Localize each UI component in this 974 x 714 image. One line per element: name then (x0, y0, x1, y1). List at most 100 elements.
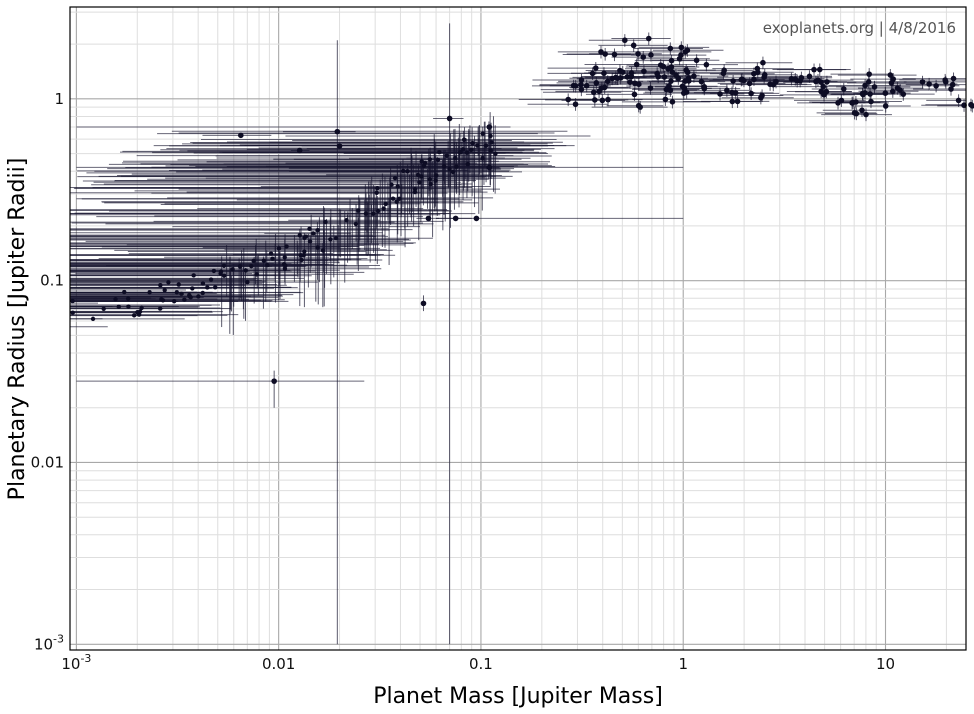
data-point (633, 61, 640, 68)
data-point (328, 237, 333, 242)
x-tick-label: 10-3 (61, 652, 91, 673)
data-point (691, 73, 697, 79)
data-point (882, 90, 889, 96)
error-bars-layer (70, 23, 973, 645)
data-point (434, 173, 439, 178)
data-point (419, 159, 424, 164)
data-point (126, 304, 131, 309)
data-point (446, 115, 453, 122)
data-point (746, 80, 753, 87)
data-point (882, 103, 889, 109)
data-point (578, 77, 585, 83)
data-point (622, 37, 628, 44)
data-point (70, 298, 75, 304)
data-point (486, 124, 493, 130)
data-point (645, 35, 652, 42)
data-point (176, 282, 181, 287)
data-point (243, 268, 249, 273)
data-point (90, 316, 96, 322)
data-point (488, 133, 493, 139)
data-point (859, 107, 865, 114)
data-point (460, 147, 466, 152)
y-axis-title: Planetary Radius [Jupiter Radii] (5, 158, 30, 501)
data-point (628, 73, 635, 80)
data-point (868, 98, 874, 105)
data-point (751, 76, 757, 83)
data-point (673, 72, 679, 79)
data-point (840, 86, 847, 92)
data-point (427, 177, 433, 182)
data-point (394, 199, 399, 204)
data-point (867, 91, 873, 97)
data-point (211, 268, 217, 274)
data-point (70, 310, 75, 315)
chart-credit: exoplanets.org | 4/8/2016 (763, 19, 956, 37)
y-tick-label: 0.1 (40, 272, 64, 290)
data-point (302, 249, 307, 254)
data-point (950, 75, 957, 82)
data-point (632, 80, 638, 87)
data-point (238, 132, 244, 139)
data-point (392, 175, 398, 181)
data-point (853, 99, 859, 105)
data-point (461, 137, 467, 142)
data-point (640, 54, 647, 60)
data-point (889, 88, 896, 95)
data-point (271, 378, 277, 384)
plot-frame (69, 6, 967, 651)
data-point (684, 47, 691, 54)
data-point (955, 97, 962, 104)
data-point (488, 148, 494, 153)
data-point (297, 232, 302, 238)
data-point (135, 310, 140, 315)
data-point (450, 169, 456, 175)
data-point (363, 211, 369, 216)
data-point (724, 87, 730, 94)
data-point (147, 290, 152, 295)
data-point (860, 91, 866, 98)
data-point (641, 68, 647, 75)
data-point (417, 180, 422, 185)
data-point (383, 201, 388, 207)
x-tick-label: 0.01 (262, 655, 295, 673)
data-point (866, 71, 872, 77)
data-point (221, 273, 227, 278)
data-point (811, 66, 817, 73)
data-point (171, 299, 177, 304)
data-point (684, 69, 691, 76)
data-point (863, 111, 869, 118)
data-point (933, 82, 939, 89)
data-point (208, 277, 214, 282)
data-point (452, 215, 459, 222)
data-point (698, 78, 705, 85)
data-point (489, 140, 494, 145)
data-point (948, 86, 954, 92)
data-point (213, 285, 218, 290)
data-point (754, 69, 761, 76)
data-point (315, 245, 320, 250)
data-point (254, 272, 260, 277)
data-point (617, 75, 624, 81)
data-point (887, 72, 894, 78)
x-axis-title: Planet Mass [Jupiter Mass] (373, 684, 663, 709)
data-point (160, 298, 166, 303)
data-point (732, 90, 739, 96)
tick-labels-layer: 10-3 0.01 0.1 1 10 10-3 0.01 0.1 1 (31, 90, 895, 673)
data-point (738, 76, 745, 83)
data-point (205, 285, 210, 290)
data-point (464, 150, 470, 155)
data-point (598, 49, 604, 55)
data-point (353, 221, 359, 227)
data-point (602, 51, 608, 57)
data-point (900, 91, 907, 97)
data-point (635, 50, 641, 57)
data-point (572, 101, 579, 108)
data-point (721, 67, 727, 74)
data-point (162, 287, 167, 293)
data-point (375, 208, 381, 214)
data-point (283, 263, 288, 268)
data-point (631, 91, 638, 98)
data-point (729, 98, 736, 105)
data-point (593, 80, 600, 86)
data-point (668, 57, 675, 64)
